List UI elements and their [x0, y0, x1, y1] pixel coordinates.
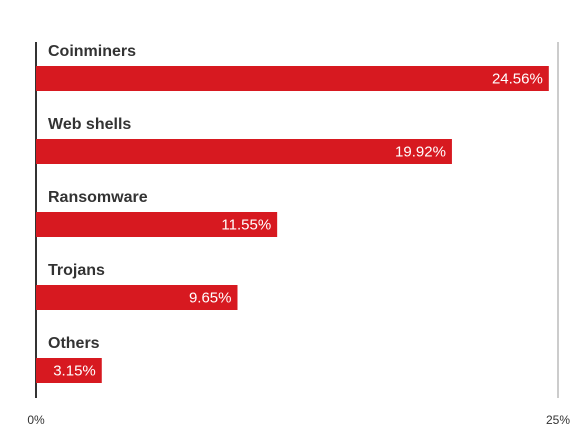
value-label: 24.56%	[492, 70, 543, 87]
value-label: 19.92%	[395, 143, 446, 160]
category-label: Web shells	[48, 116, 131, 133]
x-tick-label: 25%	[546, 413, 570, 427]
category-label: Coinminers	[48, 43, 136, 60]
bar	[36, 358, 102, 383]
bar	[36, 66, 549, 91]
x-tick-label: 0%	[27, 413, 45, 427]
value-label: 3.15%	[53, 362, 96, 379]
bar	[36, 139, 452, 164]
bar	[36, 212, 278, 237]
value-label: 11.55%	[221, 216, 271, 233]
category-label: Others	[48, 335, 100, 352]
value-label: 9.65%	[189, 289, 232, 306]
bar	[36, 285, 238, 310]
category-label: Ransomware	[48, 189, 148, 206]
category-label: Trojans	[48, 262, 105, 279]
